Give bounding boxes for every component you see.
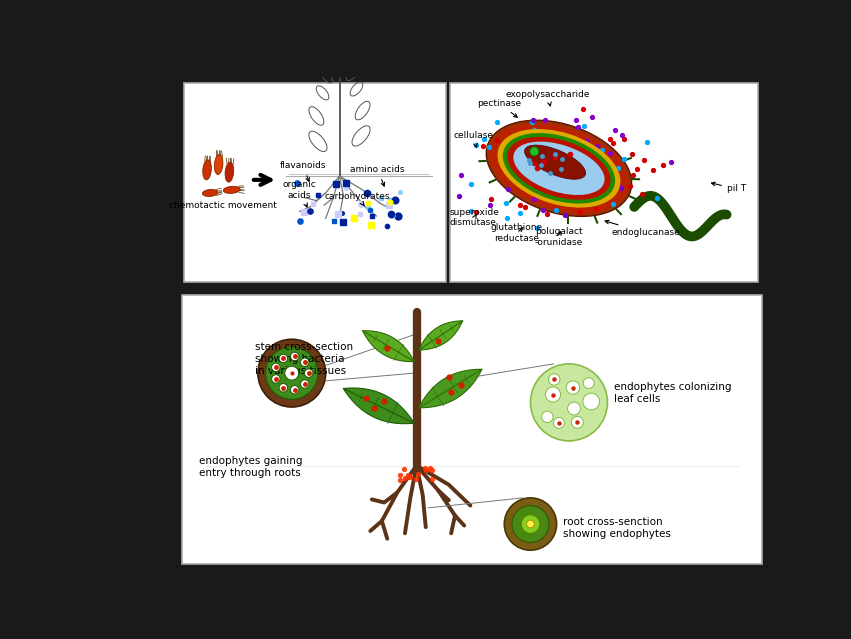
- Text: flavanoids: flavanoids: [280, 161, 327, 181]
- Circle shape: [583, 393, 600, 410]
- Text: carbohydrates: carbohydrates: [324, 192, 390, 206]
- Text: glutathione
reductase: glutathione reductase: [490, 223, 543, 243]
- Text: cellulase: cellulase: [454, 131, 494, 147]
- Text: endophytes colonizing
leaf cells: endophytes colonizing leaf cells: [614, 382, 731, 404]
- Circle shape: [305, 369, 313, 378]
- Circle shape: [566, 381, 580, 394]
- Polygon shape: [343, 388, 414, 424]
- Text: amino acids: amino acids: [351, 165, 405, 186]
- Circle shape: [549, 374, 560, 385]
- Circle shape: [512, 505, 549, 543]
- Circle shape: [279, 354, 288, 363]
- FancyBboxPatch shape: [449, 83, 757, 282]
- Text: root cross-senction
showing endophytes: root cross-senction showing endophytes: [563, 517, 671, 539]
- Circle shape: [300, 358, 309, 367]
- Polygon shape: [419, 321, 463, 350]
- Circle shape: [529, 147, 539, 156]
- Circle shape: [530, 364, 608, 441]
- Ellipse shape: [214, 155, 223, 174]
- Ellipse shape: [225, 162, 234, 182]
- Text: endoglucanase: endoglucanase: [605, 220, 680, 237]
- Text: organic
acids: organic acids: [283, 180, 317, 207]
- Ellipse shape: [203, 160, 211, 180]
- Circle shape: [258, 339, 326, 407]
- Polygon shape: [419, 369, 482, 408]
- Ellipse shape: [223, 187, 240, 194]
- Circle shape: [271, 363, 280, 371]
- Circle shape: [279, 383, 288, 392]
- Ellipse shape: [503, 133, 615, 204]
- Text: pil T: pil T: [711, 182, 746, 194]
- Text: endophytes gaining
entry through roots: endophytes gaining entry through roots: [199, 456, 303, 478]
- Circle shape: [505, 498, 557, 550]
- Ellipse shape: [524, 145, 585, 180]
- Ellipse shape: [498, 129, 620, 208]
- Circle shape: [583, 378, 594, 389]
- Text: superoxide
dismutase: superoxide dismutase: [449, 208, 500, 227]
- Circle shape: [521, 515, 540, 534]
- Circle shape: [553, 417, 564, 428]
- Circle shape: [290, 352, 299, 360]
- Circle shape: [545, 387, 561, 402]
- Ellipse shape: [486, 120, 631, 217]
- Polygon shape: [363, 331, 414, 362]
- Circle shape: [527, 520, 534, 528]
- Circle shape: [541, 411, 553, 422]
- Circle shape: [568, 402, 580, 415]
- Text: polugalact
-orunidase: polugalact -orunidase: [534, 227, 583, 247]
- Text: exopolysaccharide: exopolysaccharide: [505, 89, 590, 106]
- Circle shape: [271, 374, 280, 383]
- Ellipse shape: [513, 142, 604, 195]
- Circle shape: [300, 380, 309, 389]
- Circle shape: [266, 347, 318, 399]
- FancyBboxPatch shape: [182, 295, 762, 564]
- Text: stem cross-section
showing bacteria
in various tissues: stem cross-section showing bacteria in v…: [254, 343, 353, 376]
- Circle shape: [290, 385, 299, 394]
- Circle shape: [571, 417, 584, 428]
- FancyBboxPatch shape: [184, 83, 446, 282]
- Ellipse shape: [507, 137, 610, 200]
- Ellipse shape: [489, 123, 629, 213]
- Text: pectinase: pectinase: [477, 99, 522, 118]
- Circle shape: [285, 366, 299, 380]
- Text: chemotactic movement: chemotactic movement: [168, 201, 277, 210]
- Ellipse shape: [203, 189, 218, 196]
